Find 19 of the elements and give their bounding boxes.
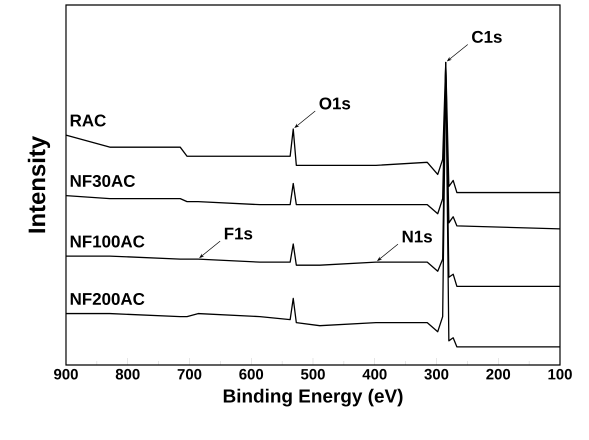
x-tick-label: 100 [548,368,572,380]
annotation: F1s [224,228,252,240]
x-axis-title: Binding Energy (eV) [224,388,402,406]
x-tick-label: 600 [239,368,264,380]
series-label: NF100AC [70,236,144,248]
x-tick-label: 700 [178,368,202,380]
annotation: C1s [472,30,502,43]
y-axis-title: Intensity [28,136,50,233]
series-label: RAC [70,114,106,126]
series-label: NF30AC [70,174,135,187]
series-label: NF200AC [70,292,144,305]
x-tick-label: 200 [486,368,510,380]
annotation: N1s [402,230,432,243]
annotation: O1s [320,97,350,110]
x-tick-label: 500 [300,368,325,380]
x-tick-label: 900 [54,368,78,380]
x-tick-label: 800 [116,368,140,380]
x-tick-label: 400 [362,368,387,380]
x-tick-label: 300 [424,368,448,380]
